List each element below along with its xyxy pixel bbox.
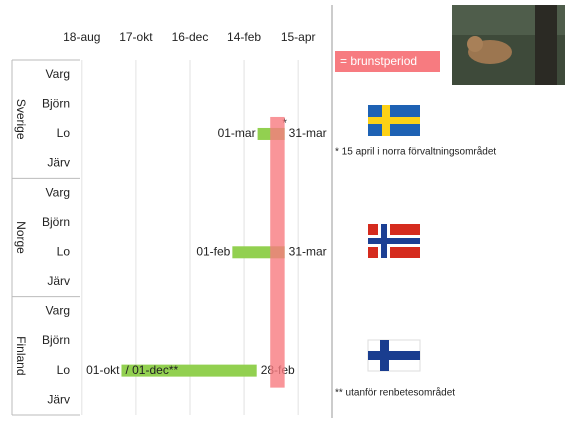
row-label: Varg bbox=[46, 304, 70, 318]
group-label: Norge bbox=[14, 221, 28, 254]
footnote: * 15 april i norra förvaltningsområdet bbox=[335, 146, 496, 158]
flag-norway bbox=[368, 224, 420, 258]
rut-period bbox=[270, 116, 285, 388]
end-note: * bbox=[282, 116, 287, 130]
row-label: Järv bbox=[47, 156, 70, 170]
x-tick-label: 18-aug bbox=[63, 30, 100, 44]
start-label: 01-feb bbox=[196, 244, 230, 258]
x-tick-label: 14-feb bbox=[227, 30, 261, 44]
x-tick-label: 16-dec bbox=[172, 30, 209, 44]
row-label: Varg bbox=[46, 67, 70, 81]
row-label: Varg bbox=[46, 185, 70, 199]
flag-finland bbox=[367, 339, 421, 372]
legend-label: = brunstperiod bbox=[340, 54, 417, 68]
lynx-photo bbox=[452, 5, 565, 85]
flag-sweden bbox=[368, 105, 420, 136]
end-label: 31-mar bbox=[289, 126, 327, 140]
start-label: 01-mar bbox=[218, 126, 256, 140]
season-bar bbox=[121, 364, 257, 377]
x-tick-label: 17-okt bbox=[119, 30, 153, 44]
x-tick-label: 15-apr bbox=[281, 30, 316, 44]
row-label: Järv bbox=[47, 392, 70, 406]
footnote: ** utanför renbetesområdet bbox=[335, 387, 455, 399]
group-label: Finland bbox=[14, 336, 28, 375]
row-label: Lo bbox=[57, 363, 71, 377]
start-label: 01-okt bbox=[86, 363, 120, 377]
row-label: Björn bbox=[42, 97, 70, 111]
group-label: Sverige bbox=[14, 99, 28, 140]
row-label: Lo bbox=[57, 244, 71, 258]
legend-swatch bbox=[335, 51, 440, 72]
alt-label: / 01-dec** bbox=[125, 363, 178, 377]
row-label: Björn bbox=[42, 333, 70, 347]
row-label: Björn bbox=[42, 215, 70, 229]
row-label: Lo bbox=[57, 126, 71, 140]
row-label: Järv bbox=[47, 274, 70, 288]
end-label: 31-mar bbox=[289, 244, 327, 258]
